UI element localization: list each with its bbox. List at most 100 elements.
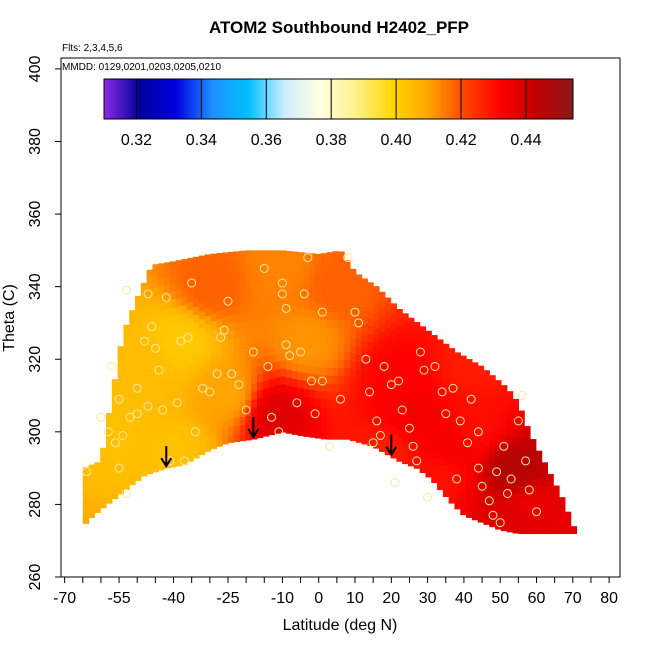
- heatmap-cell: [239, 376, 246, 386]
- heatmap-cell: [280, 416, 287, 425]
- heatmap-cell: [425, 389, 432, 398]
- heatmap-cell: [529, 439, 537, 447]
- heatmap-cell: [332, 431, 339, 440]
- sample-point: [176, 336, 186, 346]
- heatmap-cell: [245, 312, 252, 321]
- heatmap-cell: [187, 277, 194, 287]
- heatmap-cell: [268, 370, 276, 380]
- heatmap-cell: [419, 464, 427, 474]
- heatmap-cell: [274, 385, 281, 394]
- sample-point: [143, 289, 153, 299]
- sample-point: [161, 293, 171, 302]
- sample-point: [103, 427, 113, 437]
- heatmap-cell: [332, 271, 339, 280]
- heatmap-cell: [483, 380, 490, 390]
- heatmap-cell: [204, 323, 212, 333]
- heatmap-cell: [257, 301, 264, 311]
- sample-point: [412, 456, 422, 466]
- heatmap-cell: [355, 386, 363, 395]
- heatmap-cell: [158, 326, 165, 335]
- heatmap-cell: [570, 526, 578, 535]
- heatmap-cell: [413, 428, 421, 437]
- heatmap-cell: [559, 525, 566, 535]
- heatmap-cell: [169, 291, 177, 300]
- heatmap-cell: [338, 271, 345, 280]
- heatmap-cell: [129, 436, 136, 446]
- heatmap-cell: [413, 412, 421, 421]
- heatmap-cell: [297, 371, 305, 381]
- heatmap-cell: [454, 365, 461, 374]
- heatmap-cell: [378, 299, 386, 309]
- heatmap-cell: [193, 322, 200, 331]
- heatmap-cell: [355, 274, 363, 284]
- heatmap-cell: [495, 465, 502, 474]
- heatmap-cell: [373, 312, 380, 321]
- heatmap-cell: [152, 415, 159, 425]
- heatmap-cell: [187, 349, 194, 358]
- heatmap-cell: [442, 432, 450, 442]
- heatmap-cell: [413, 332, 421, 341]
- heatmap-cell: [547, 493, 554, 503]
- heatmap-cell: [204, 299, 212, 309]
- y-tick-label: 360: [27, 201, 44, 228]
- heatmap-cell: [181, 280, 188, 290]
- heatmap-cell: [442, 456, 450, 466]
- heatmap-cell: [460, 370, 467, 380]
- heatmap-cell: [338, 431, 345, 440]
- heatmap-cell: [198, 374, 206, 384]
- heatmap-cell: [344, 423, 351, 432]
- heatmap-cell: [286, 385, 293, 394]
- sample-point: [317, 376, 327, 386]
- heatmap-cell: [204, 371, 212, 380]
- heatmap-cell: [489, 446, 496, 456]
- heatmap-cell: [210, 384, 217, 394]
- heatmap-cell: [425, 436, 432, 446]
- heatmap-cell: [123, 329, 130, 339]
- heatmap-cell: [431, 474, 438, 484]
- heatmap-cell: [164, 356, 171, 365]
- heatmap-cell: [489, 382, 496, 392]
- sample-point: [361, 354, 371, 364]
- heatmap-cell: [454, 476, 461, 486]
- tropopause-arrow: [385, 434, 398, 457]
- heatmap-cell: [466, 461, 473, 471]
- heatmap-cell: [135, 416, 142, 425]
- heatmap-cell: [477, 426, 485, 435]
- heatmap-cell: [495, 457, 502, 466]
- heatmap-cell: [309, 333, 316, 342]
- heatmap-cell: [535, 461, 543, 471]
- heatmap-cell: [373, 320, 380, 329]
- heatmap-cell: [204, 435, 212, 444]
- heatmap-cell: [274, 353, 281, 362]
- heatmap-cell: [146, 353, 154, 363]
- heatmap-cell: [210, 376, 217, 386]
- heatmap-cell: [477, 490, 485, 499]
- heatmap-cell: [524, 501, 531, 511]
- heatmap-cell: [425, 333, 432, 342]
- sample-point: [455, 416, 465, 426]
- heatmap-cell: [297, 347, 305, 357]
- heatmap-cell: [442, 480, 450, 490]
- heatmap-cell: [158, 263, 165, 271]
- heatmap-cell: [169, 363, 177, 372]
- heatmap-cell: [140, 324, 148, 333]
- sample-point: [81, 467, 91, 477]
- heatmap-cell: [413, 396, 421, 405]
- heatmap-cell: [140, 428, 148, 437]
- heatmap-cell: [489, 486, 496, 496]
- heatmap-cell: [500, 514, 508, 524]
- heatmap-cell: [320, 295, 328, 304]
- heatmap-cell: [378, 443, 386, 452]
- heatmap-cell: [135, 384, 142, 394]
- heatmap-cell: [448, 391, 456, 400]
- heatmap-cell: [518, 493, 525, 503]
- heatmap-cell: [158, 342, 165, 351]
- sample-point: [114, 394, 124, 404]
- heatmap-cell: [129, 444, 136, 454]
- colorbar-tick-label: 0.44: [510, 132, 541, 149]
- heatmap-cell: [286, 425, 293, 434]
- heatmap-cell: [471, 439, 479, 449]
- heatmap-cell: [315, 358, 322, 367]
- heatmap-cell: [489, 375, 496, 384]
- heatmap-cell: [466, 445, 473, 455]
